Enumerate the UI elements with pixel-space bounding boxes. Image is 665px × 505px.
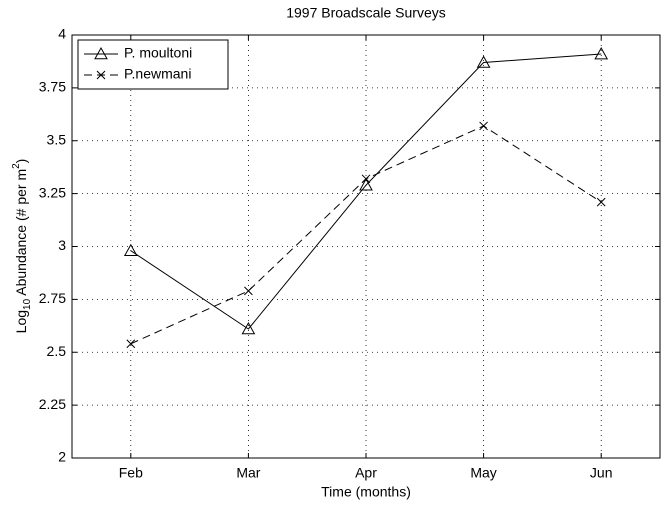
series-line xyxy=(130,53,602,330)
legend-box xyxy=(77,39,229,90)
y-tick-label: 3 xyxy=(58,237,66,253)
marker xyxy=(94,46,108,60)
y-tick-label: 3.25 xyxy=(39,184,66,200)
plot-frame xyxy=(71,34,661,459)
y-label-part: 10 xyxy=(22,298,33,310)
legend-label: P. moultoni xyxy=(124,45,192,61)
x-tick-label: May xyxy=(470,465,496,481)
y-tick-label: 3.75 xyxy=(39,79,66,95)
marker xyxy=(123,243,138,257)
marker xyxy=(96,70,106,80)
y-tick-label: 2 xyxy=(58,449,66,465)
series-line xyxy=(130,125,602,345)
y-axis-label: Log10 Abundance (# per m2) xyxy=(11,159,33,334)
y-tick-label: 2.25 xyxy=(39,396,66,412)
y-tick-label: 3.5 xyxy=(47,131,67,147)
marker xyxy=(359,178,373,191)
x-tick-label: Apr xyxy=(355,465,377,481)
marker xyxy=(361,174,371,184)
x-tick-label: Jun xyxy=(590,465,613,481)
x-tick-label: Feb xyxy=(119,465,143,481)
y-label-part: Abundance (# per m xyxy=(13,169,29,299)
marker xyxy=(479,121,488,131)
marker xyxy=(126,339,136,349)
y-label-part: Log xyxy=(13,310,29,333)
x-tick-label: Mar xyxy=(236,465,260,481)
y-label-part: 2 xyxy=(11,163,22,169)
marker xyxy=(596,197,606,207)
marker xyxy=(244,286,253,296)
y-tick-label: 2.75 xyxy=(39,290,66,306)
marker xyxy=(241,321,256,335)
y-tick-label: 4 xyxy=(58,26,66,42)
y-tick-label: 2.5 xyxy=(47,343,67,359)
x-axis-label: Time (months) xyxy=(321,484,411,500)
y-label-part: ) xyxy=(13,159,29,164)
legend-label: P.newmani xyxy=(124,66,191,82)
marker xyxy=(594,47,609,60)
marker xyxy=(476,55,491,68)
chart-title: 1997 Broadscale Surveys xyxy=(286,5,446,21)
